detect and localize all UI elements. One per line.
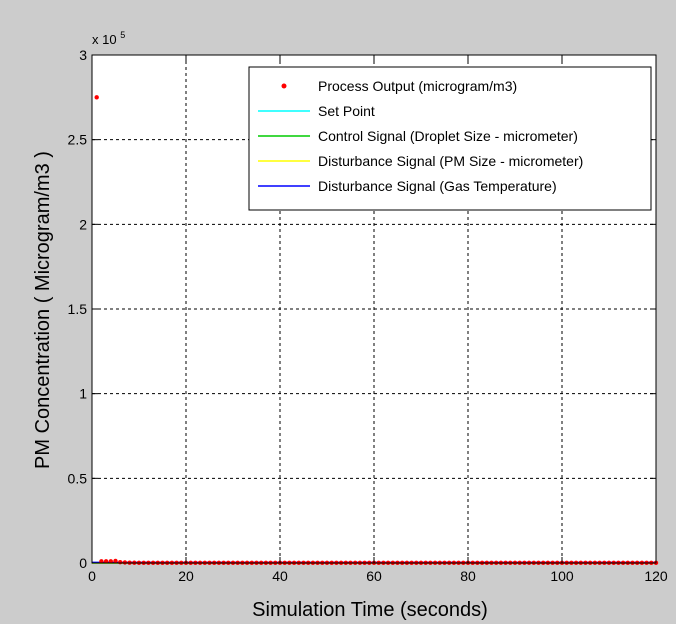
legend-label: Control Signal (Droplet Size - micromete…	[318, 128, 578, 144]
x-tick-labels: 0 20 40 60 80 100 120	[88, 568, 668, 584]
legend-swatch-point	[281, 83, 287, 89]
x-tick-label: 20	[178, 568, 194, 584]
y-tick-label: 2.5	[68, 132, 88, 148]
y-exponent-base: x 10	[92, 32, 117, 47]
y-tick-label: 0	[79, 555, 87, 571]
x-tick-label: 60	[366, 568, 382, 584]
x-tick-label: 120	[644, 568, 668, 584]
data-point	[113, 558, 118, 564]
x-tick-label: 0	[88, 568, 96, 584]
y-tick-label: 1	[79, 386, 87, 402]
y-tick-labels: 0 0.5 1 1.5 2 2.5 3	[68, 47, 88, 571]
data-point	[103, 559, 109, 564]
legend-label: Disturbance Signal (Gas Temperature)	[318, 178, 557, 194]
legend-box	[248, 66, 652, 211]
legend-label: Disturbance Signal (PM Size - micrometer…	[318, 153, 583, 169]
legend: Process Output (microgram/m3) Set Point Co…	[248, 66, 652, 211]
y-exponent-power: 5	[120, 30, 125, 40]
y-axis-label: PM Concentration ( Microgram/m3 )	[32, 151, 54, 469]
data-point	[108, 559, 114, 564]
series-points	[94, 95, 659, 566]
x-tick-label: 80	[460, 568, 476, 584]
data-point	[99, 559, 104, 564]
y-tick-label: 2	[79, 216, 87, 232]
y-tick-label: 1.5	[68, 301, 88, 317]
legend-label: Process Output (microgram/m3)	[318, 78, 517, 94]
data-point	[122, 560, 128, 565]
legend-label: Set Point	[318, 103, 375, 119]
y-tick-label: 0.5	[68, 470, 88, 486]
y-tick-label: 3	[79, 47, 87, 63]
data-point	[94, 95, 99, 100]
y-exponent-label: x 10 5	[92, 30, 125, 47]
data-point	[118, 559, 123, 565]
x-tick-label: 40	[272, 568, 288, 584]
x-tick-label: 100	[550, 568, 574, 584]
x-axis-label: Simulation Time (seconds)	[252, 599, 488, 621]
